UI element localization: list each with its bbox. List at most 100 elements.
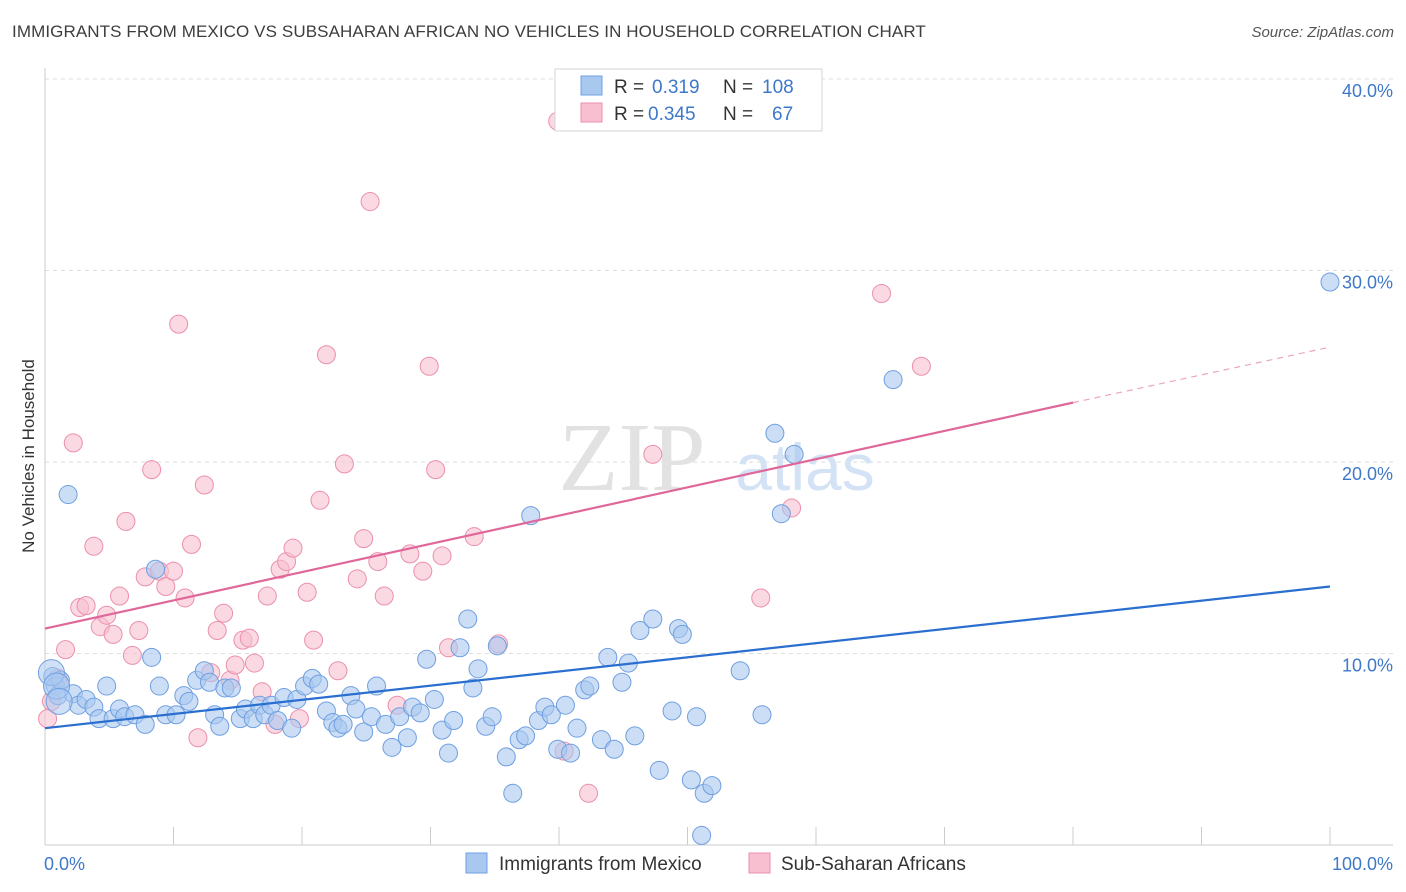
data-point-blue <box>503 783 523 803</box>
data-point-blue <box>516 726 536 746</box>
data-point-pink <box>76 596 96 616</box>
legend-bottom-swatch-blue <box>465 852 488 874</box>
y-tick-label: 30.0% <box>1342 273 1393 293</box>
data-point-pink <box>374 586 394 606</box>
legend-top: R = 0.319 N = 108 R = 0.345 N = 67 <box>554 68 823 132</box>
data-point-blue <box>463 678 483 698</box>
data-point-pink <box>129 621 149 641</box>
data-point-pink <box>194 475 214 495</box>
data-point-blue <box>681 770 701 790</box>
data-point-blue <box>282 718 302 738</box>
data-point-blue <box>149 676 169 696</box>
legend-n-value: 67 <box>772 104 793 125</box>
data-point-blue <box>444 711 464 731</box>
trend-lines <box>44 346 1331 730</box>
axes <box>44 68 1393 846</box>
data-point-blue <box>397 728 417 748</box>
data-point-pink <box>244 653 264 673</box>
data-point-pink <box>316 345 336 365</box>
data-point-blue <box>424 689 444 709</box>
data-point-pink <box>63 433 83 453</box>
data-point-pink <box>116 511 136 531</box>
data-point-blue <box>643 609 663 629</box>
data-point-blue <box>97 676 117 696</box>
data-point-blue <box>730 661 750 681</box>
data-point-pink <box>239 628 259 648</box>
data-point-blue <box>625 726 645 746</box>
data-point-blue <box>591 730 611 750</box>
data-point-pink <box>751 588 771 608</box>
data-point-blue <box>580 676 600 696</box>
legend-swatch-blue <box>580 75 603 96</box>
data-point-pink <box>169 314 189 334</box>
data-point-blue <box>390 707 410 727</box>
x-tick-label: 0.0% <box>44 854 85 874</box>
data-point-pink <box>419 356 439 376</box>
data-point-pink <box>156 576 176 596</box>
data-point-pink <box>225 655 245 675</box>
data-point-blue <box>438 743 458 763</box>
data-point-blue <box>333 714 353 734</box>
data-point-blue <box>883 370 903 390</box>
y-axis-label: No Vehicles in Household <box>19 359 38 553</box>
watermark-atlas: atlas <box>735 430 874 504</box>
data-point-pink <box>56 640 76 660</box>
data-point-blue <box>662 701 682 721</box>
data-point-blue <box>417 649 437 669</box>
watermark: ZIP atlas <box>559 404 875 512</box>
data-point-blue <box>784 444 804 464</box>
watermark-zip: ZIP <box>559 404 706 512</box>
data-point-blue <box>612 672 632 692</box>
data-point-pink <box>643 444 663 464</box>
y-tick-label: 40.0% <box>1342 81 1393 101</box>
trend-line-pink <box>44 401 1074 630</box>
data-point-blue <box>309 674 329 694</box>
data-point-pink <box>188 728 208 748</box>
data-point-pink <box>142 460 162 480</box>
data-point-blue <box>450 638 470 658</box>
legend-top-row-blue: R = 0.319 N = 108 <box>580 75 794 98</box>
legend-n-label: N = <box>723 77 753 98</box>
data-point-pink <box>426 460 446 480</box>
data-point-pink <box>181 534 201 554</box>
data-point-pink <box>122 645 142 665</box>
data-point-blue <box>58 485 78 505</box>
data-point-blue <box>1320 272 1340 292</box>
data-point-blue <box>702 776 722 796</box>
legend-r-label: R = <box>614 77 644 98</box>
source-note: Source: ZipAtlas.com <box>1251 24 1394 41</box>
legend-n-label: N = <box>723 104 753 125</box>
data-point-blue <box>771 504 791 524</box>
legend-bottom-label-pink: Sub-Saharan Africans <box>781 854 966 875</box>
data-point-blue <box>410 703 430 723</box>
legend-bottom-label-blue: Immigrants from Mexico <box>499 854 702 875</box>
data-point-blue <box>142 647 162 667</box>
trend-line-blue <box>44 585 1331 730</box>
data-point-pink <box>214 603 234 623</box>
chart-title: IMMIGRANTS FROM MEXICO VS SUBSAHARAN AFR… <box>12 22 926 41</box>
data-point-blue <box>354 722 374 742</box>
data-point-blue <box>487 636 507 656</box>
data-point-blue <box>179 691 199 711</box>
data-point-pink <box>84 536 104 556</box>
data-point-blue <box>692 825 712 845</box>
data-point-pink <box>413 561 433 581</box>
legend-top-row-pink: R = 0.345 N = 67 <box>580 102 793 125</box>
data-point-blue <box>555 695 575 715</box>
tick-labels: 10.0% 20.0% 30.0% 40.0% 0.0% 100.0% <box>44 81 1393 874</box>
data-point-pink <box>347 569 367 589</box>
data-point-blue <box>458 609 478 629</box>
legend-bottom: Immigrants from Mexico Sub-Saharan Afric… <box>465 852 966 875</box>
series-immigrants-from-mexico <box>37 272 1340 845</box>
data-point-blue <box>482 707 502 727</box>
data-point-blue <box>346 699 366 719</box>
data-point-blue <box>135 714 155 734</box>
data-point-blue <box>686 707 706 727</box>
data-point-blue <box>598 647 618 667</box>
data-point-pink <box>110 586 130 606</box>
data-point-pink <box>432 546 452 566</box>
grid-lines <box>45 78 1393 654</box>
data-point-blue <box>541 705 561 725</box>
data-point-blue <box>210 716 230 736</box>
legend-r-value: 0.345 <box>648 104 696 125</box>
